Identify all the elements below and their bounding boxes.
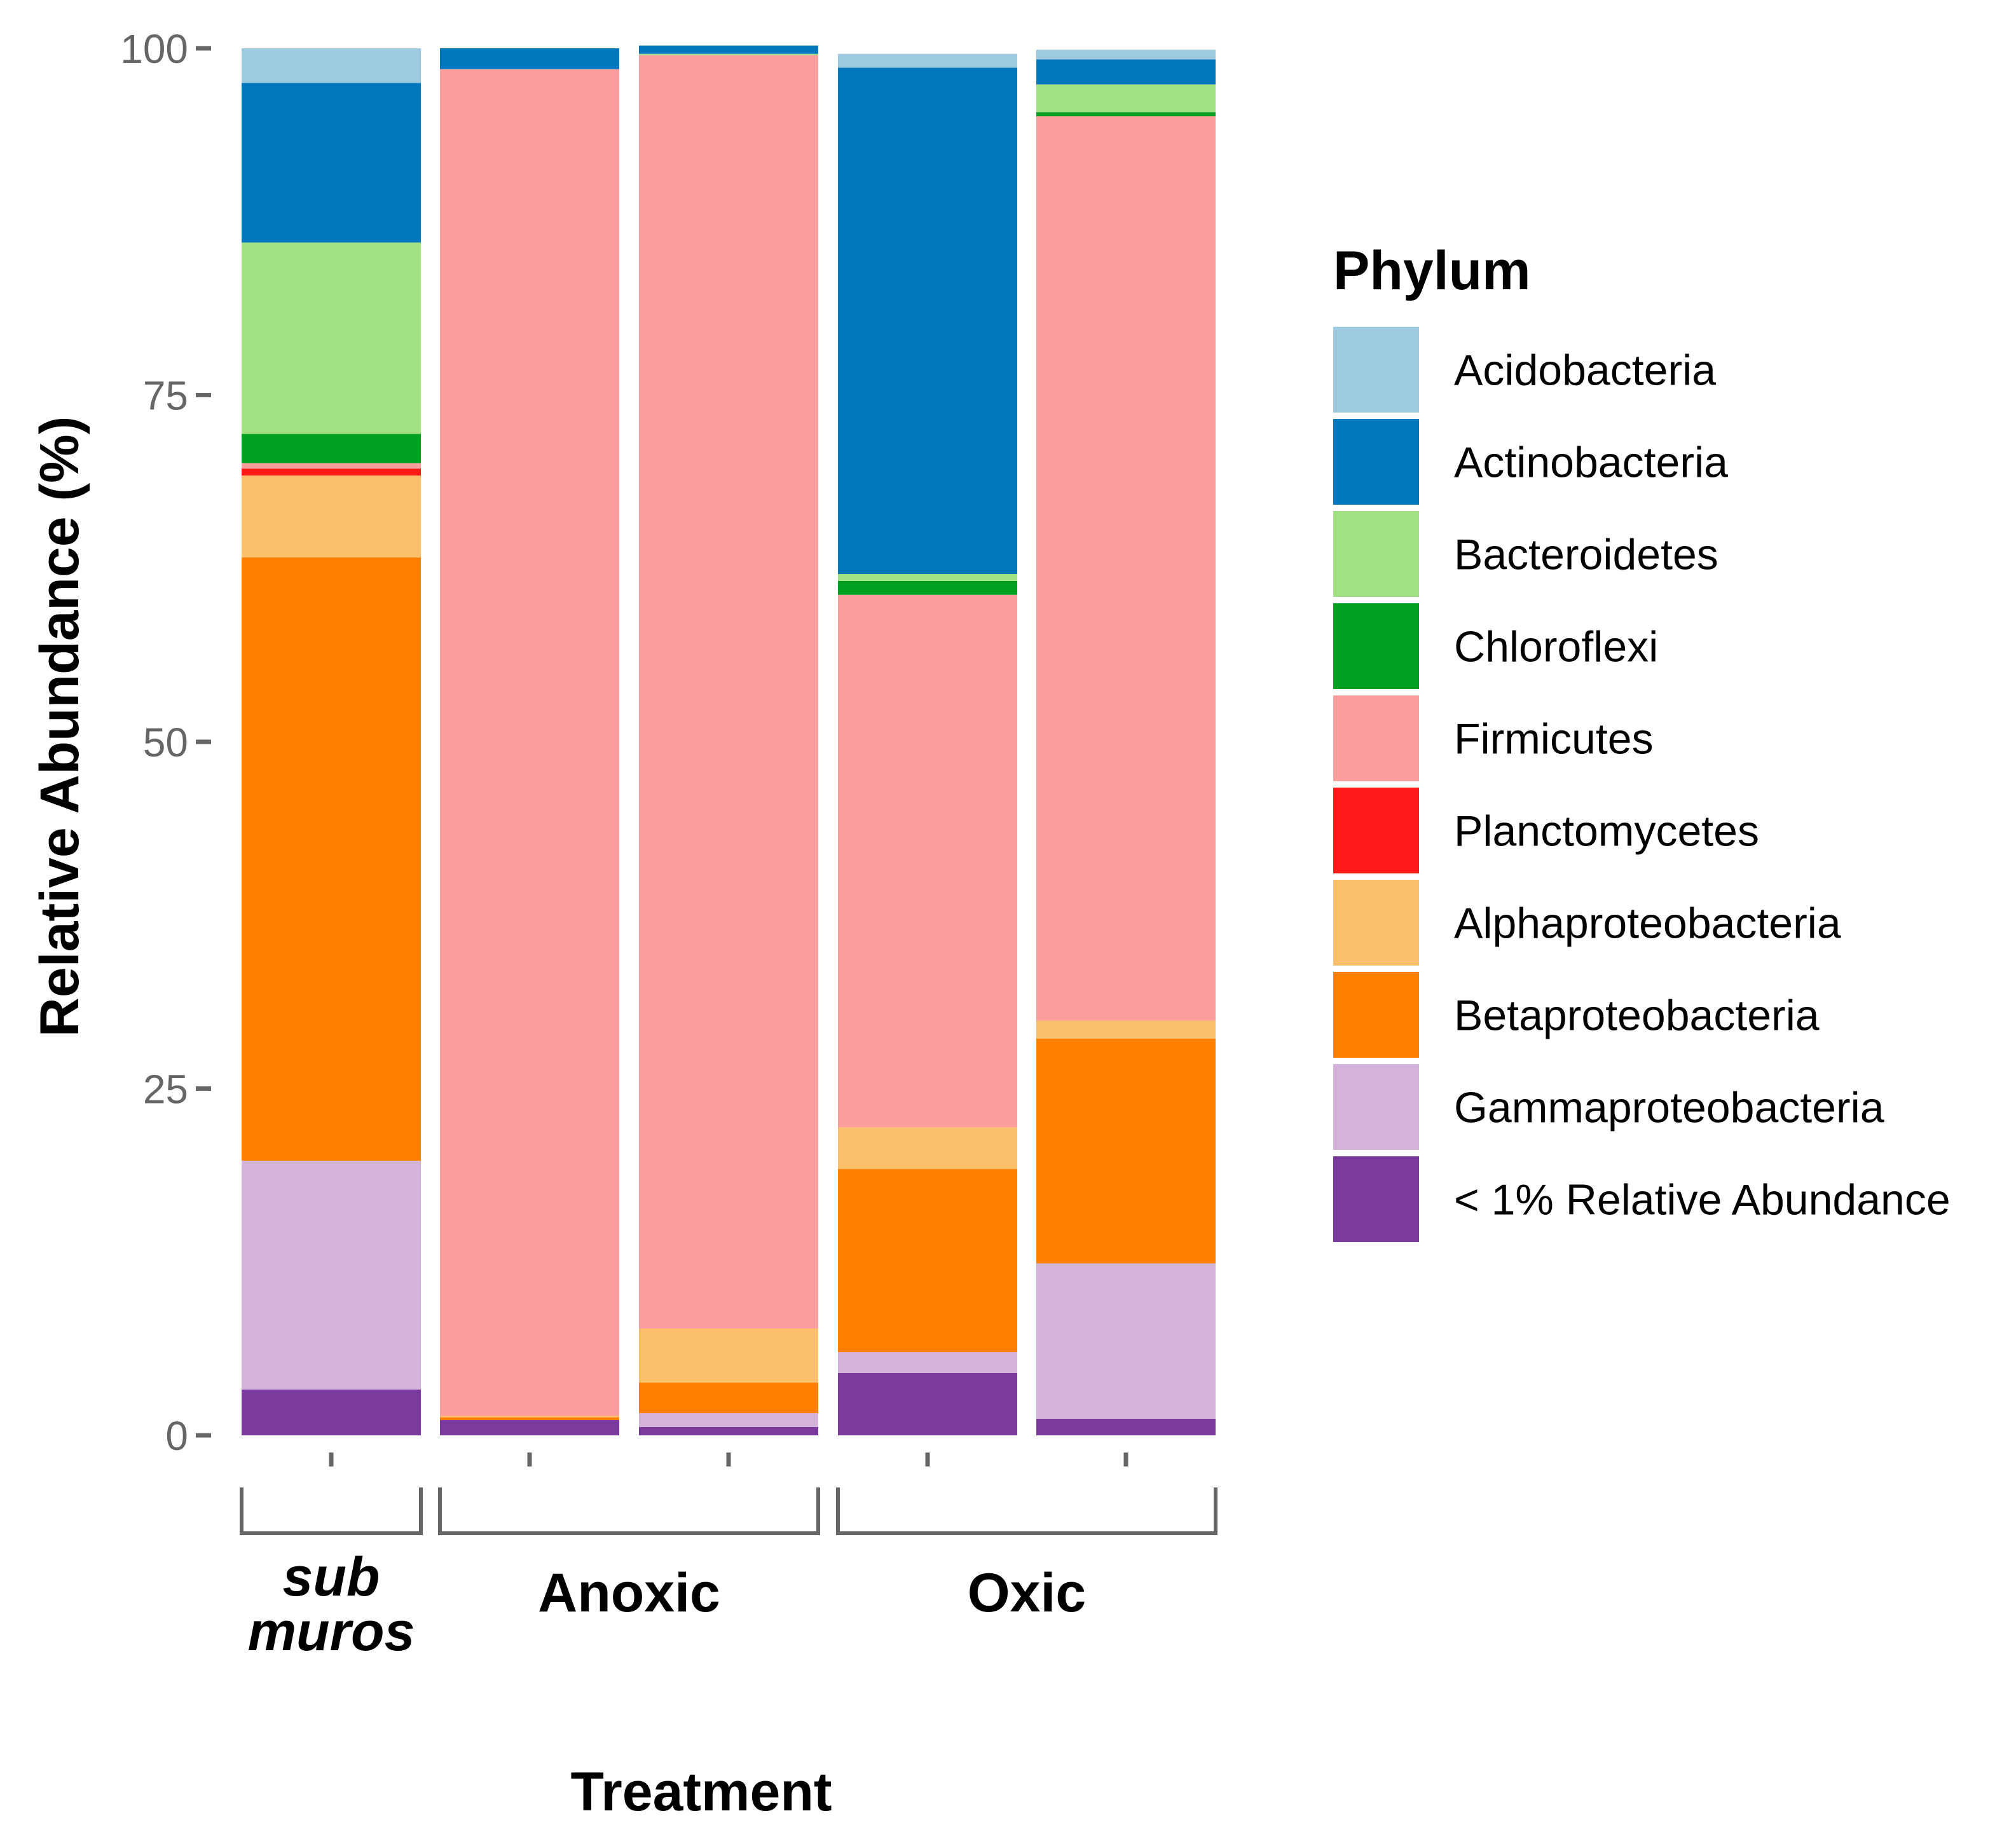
y-tick-label: 25 [143,1067,188,1112]
y-axis: 0 25 50 75 100 [120,26,211,1459]
bar-segment-alphaproteobacteria-3 [838,1127,1017,1170]
bar-segment-1-relative-abundance-4 [1036,1418,1216,1435]
bar-segment-planctomycetes-0 [242,468,421,476]
bar-segment-bacteroidetes-3 [838,573,1017,581]
bar-segment-gammaproteobacteria-3 [838,1352,1017,1373]
bar-segment-alphaproteobacteria-1 [440,1416,619,1418]
bar-segment-actinobacteria-2 [639,45,818,54]
legend-swatch [1333,327,1419,413]
legend-swatch [1333,603,1419,689]
group-bracket [836,1487,1217,1535]
legend-label: Gammaproteobacteria [1454,1084,1884,1132]
bar-segment-bacteroidetes-4 [1036,84,1216,113]
bar-segment-bacteroidetes-2 [639,53,818,55]
bar-segment-alphaproteobacteria-2 [639,1328,818,1383]
bar-segment-1-relative-abundance-1 [440,1419,619,1435]
group-label: Oxic [968,1562,1086,1624]
group-label: muros [248,1601,415,1662]
bar-segment-firmicutes-1 [440,69,619,1416]
legend-label: Chloroflexi [1454,623,1658,671]
bar-segment-acidobacteria-3 [838,53,1017,68]
bar-segment-gammaproteobacteria-4 [1036,1263,1216,1419]
legend-swatch [1333,1156,1419,1242]
bar-segment-actinobacteria-3 [838,67,1017,574]
bar-segment-acidobacteria-4 [1036,50,1216,60]
bar-segment-actinobacteria-4 [1036,59,1216,85]
legend-swatch [1333,511,1419,597]
legend-swatch [1333,1064,1419,1150]
y-tick-label: 0 [165,1413,188,1459]
bar-segment-1-relative-abundance-0 [242,1389,421,1435]
legend-swatch [1333,419,1419,505]
legend-label: Planctomycetes [1454,807,1759,856]
legend-swatch [1333,880,1419,966]
y-tick-label: 50 [143,720,188,765]
bars-layer [242,45,1216,1435]
bar-segment-1-relative-abundance-2 [639,1426,818,1435]
bar-segment-acidobacteria-0 [242,48,421,83]
group-bracket [240,1487,423,1535]
group-label: sub [283,1547,380,1608]
group-label: Anoxic [538,1562,720,1624]
bar-segment-alphaproteobacteria-4 [1036,1020,1216,1039]
legend-label: < 1% Relative Abundance [1454,1176,1951,1224]
legend-swatch [1333,788,1419,873]
bar-segment-firmicutes-2 [639,55,818,1329]
bar-segment-firmicutes-3 [838,594,1017,1128]
y-tick-label: 100 [120,26,188,72]
bar-segment-betaproteobacteria-2 [639,1383,818,1414]
y-tick-label: 75 [143,373,188,419]
bar-segment-chloroflexi-3 [838,580,1017,595]
y-axis-title: Relative Abundance (%) [29,416,90,1037]
legend: Phylum Acidobacteria Actinobacteria Bactero… [1333,240,1951,1242]
bar-segment-alphaproteobacteria-0 [242,475,421,557]
legend-label: Firmicutes [1454,715,1654,763]
bar-segment-gammaproteobacteria-0 [242,1160,421,1390]
bar-segment-chloroflexi-0 [242,434,421,463]
bar-segment-actinobacteria-1 [440,48,619,69]
bar-segment-firmicutes-4 [1036,116,1216,1021]
bar-segment-betaproteobacteria-4 [1036,1038,1216,1264]
legend-label: Actinobacteria [1454,439,1728,487]
bar-segment-chloroflexi-4 [1036,112,1216,116]
bar-segment-firmicutes-0 [242,463,421,469]
group-bracket [438,1487,820,1535]
bar-segment-betaproteobacteria-1 [440,1417,619,1420]
bar-segment-actinobacteria-0 [242,83,421,243]
bar-segment-gammaproteobacteria-2 [639,1413,818,1427]
x-axis-title: Treatment [570,1761,832,1822]
legend-title: Phylum [1333,240,1531,301]
legend-label: Betaproteobacteria [1454,992,1820,1040]
bar-segment-betaproteobacteria-3 [838,1169,1017,1353]
legend-label: Acidobacteria [1454,346,1716,395]
legend-label: Alphaproteobacteria [1454,899,1841,948]
legend-swatch [1333,972,1419,1058]
legend-label: Bacteroidetes [1454,531,1718,579]
bar-segment-betaproteobacteria-0 [242,557,421,1161]
bar-segment-1-relative-abundance-3 [838,1372,1017,1435]
legend-swatch [1333,695,1419,781]
bar-segment-bacteroidetes-0 [242,242,421,434]
